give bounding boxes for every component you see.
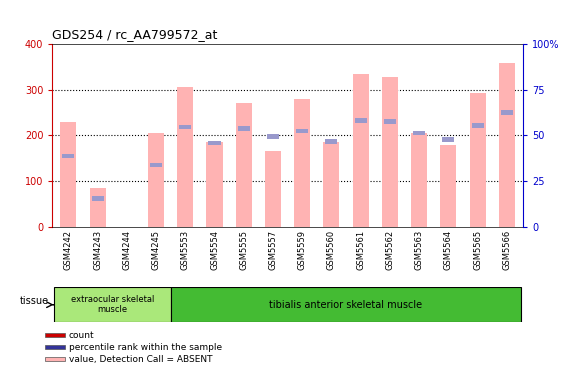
Bar: [209, 141, 221, 146]
Text: count: count: [69, 331, 94, 340]
Bar: [180, 125, 191, 130]
Bar: [45, 345, 64, 349]
Bar: [440, 145, 457, 227]
Text: GSM5562: GSM5562: [385, 230, 394, 270]
Bar: [45, 333, 64, 337]
Bar: [382, 77, 398, 227]
Text: GSM5555: GSM5555: [239, 230, 248, 270]
Text: GSM4243: GSM4243: [93, 230, 102, 270]
Bar: [324, 142, 339, 227]
Bar: [411, 133, 427, 227]
Text: GSM4242: GSM4242: [64, 230, 73, 270]
Bar: [265, 152, 281, 227]
Text: extraocular skeletal
muscle: extraocular skeletal muscle: [70, 295, 154, 314]
Bar: [325, 139, 338, 143]
Text: GSM5564: GSM5564: [444, 230, 453, 270]
Bar: [171, 287, 521, 322]
Text: value, Detection Call = ABSENT: value, Detection Call = ABSENT: [69, 355, 212, 363]
Bar: [177, 87, 193, 227]
Text: GDS254 / rc_AA799572_at: GDS254 / rc_AA799572_at: [52, 28, 218, 41]
Text: percentile rank within the sample: percentile rank within the sample: [69, 343, 222, 352]
Bar: [472, 123, 483, 128]
Text: GSM4245: GSM4245: [152, 230, 160, 270]
Bar: [384, 119, 396, 124]
Bar: [60, 122, 77, 227]
Bar: [89, 188, 106, 227]
Bar: [267, 134, 279, 139]
Bar: [296, 128, 309, 133]
Bar: [294, 99, 310, 227]
Bar: [54, 287, 171, 322]
Bar: [442, 137, 454, 142]
Bar: [501, 110, 513, 115]
Text: GSM4244: GSM4244: [123, 230, 131, 270]
Text: tissue: tissue: [20, 296, 49, 306]
Text: GSM5565: GSM5565: [473, 230, 482, 270]
Bar: [236, 103, 252, 227]
Bar: [238, 126, 250, 131]
Bar: [148, 133, 164, 227]
Text: GSM5560: GSM5560: [327, 230, 336, 270]
Text: GSM5563: GSM5563: [415, 230, 424, 270]
Bar: [62, 154, 74, 158]
Bar: [206, 142, 223, 227]
Bar: [92, 196, 103, 201]
Bar: [45, 357, 64, 361]
Bar: [498, 63, 515, 227]
Text: GSM5554: GSM5554: [210, 230, 219, 270]
Text: tibialis anterior skeletal muscle: tibialis anterior skeletal muscle: [270, 300, 422, 310]
Text: GSM5559: GSM5559: [297, 230, 307, 270]
Text: GSM5553: GSM5553: [181, 230, 190, 270]
Text: GSM5557: GSM5557: [268, 230, 278, 270]
Bar: [354, 119, 367, 123]
Bar: [353, 74, 369, 227]
Bar: [413, 131, 425, 135]
Text: GSM5566: GSM5566: [503, 230, 511, 270]
Bar: [150, 163, 162, 168]
Bar: [469, 93, 486, 227]
Text: GSM5561: GSM5561: [356, 230, 365, 270]
